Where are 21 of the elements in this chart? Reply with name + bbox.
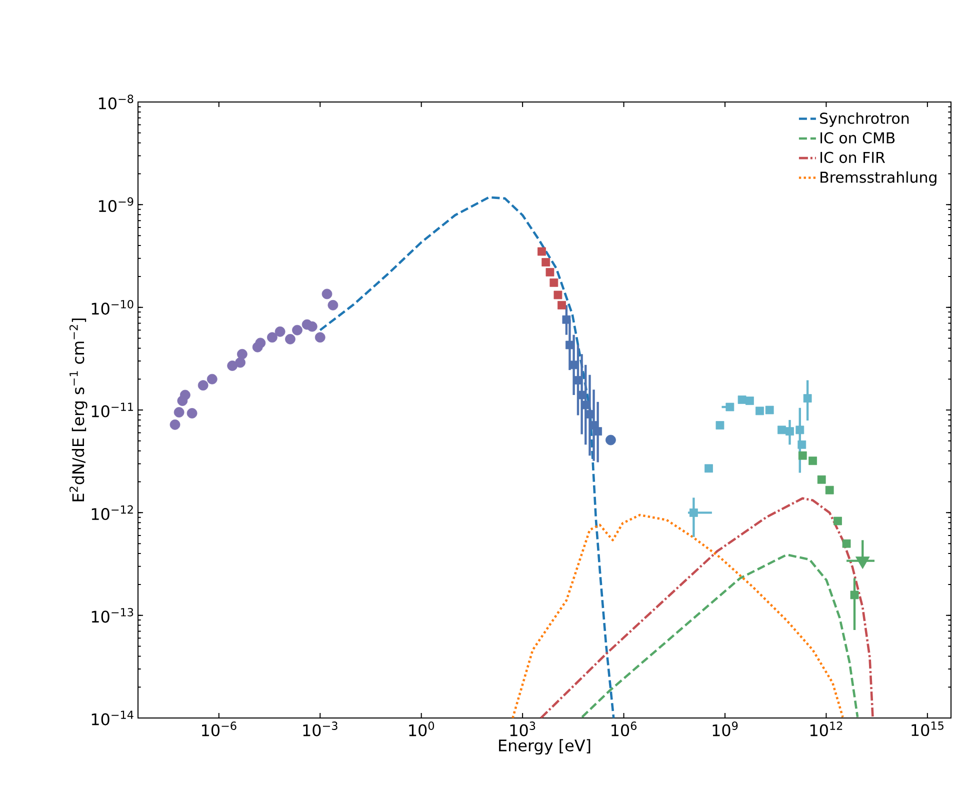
x-tick-label: 10$^{15}$ xyxy=(912,722,944,736)
x-tick-label: 10$^{3}$ xyxy=(510,722,536,736)
y-tick-label: 10$^{−13}$ xyxy=(92,608,134,623)
x-tick-label: 10$^{−6}$ xyxy=(202,722,236,736)
y-axis-title: E$^{2}$dN/dE [erg s$^{−1}$ cm$^{−2}$] xyxy=(69,318,88,502)
y-tick-label: 10$^{−11}$ xyxy=(92,402,133,418)
y-tick-label: 10$^{−14}$ xyxy=(92,710,134,726)
legend-label: Synchrotron xyxy=(820,112,909,127)
x-tick-label: 10$^{12}$ xyxy=(810,722,842,736)
legend-label: IC on CMB xyxy=(820,132,895,144)
y-tick-label: 10$^{−12}$ xyxy=(92,505,133,520)
x-axis-title: Energy [eV] xyxy=(499,739,590,755)
y-tick-label: 10$^{−10}$ xyxy=(92,300,134,315)
y-tick-label: 10$^{−9}$ xyxy=(99,197,134,212)
x-tick-label: 10$^{−3}$ xyxy=(303,722,338,736)
x-tick-label: 10$^{9}$ xyxy=(712,722,738,736)
legend-label: IC on FIR xyxy=(820,152,885,164)
x-tick-label: 10$^{6}$ xyxy=(612,722,637,736)
y-tick-label: 10$^{−8}$ xyxy=(99,94,134,110)
legend-label: Bremsstrahlung xyxy=(820,171,936,186)
x-tick-label: 10$^{0}$ xyxy=(409,722,434,736)
